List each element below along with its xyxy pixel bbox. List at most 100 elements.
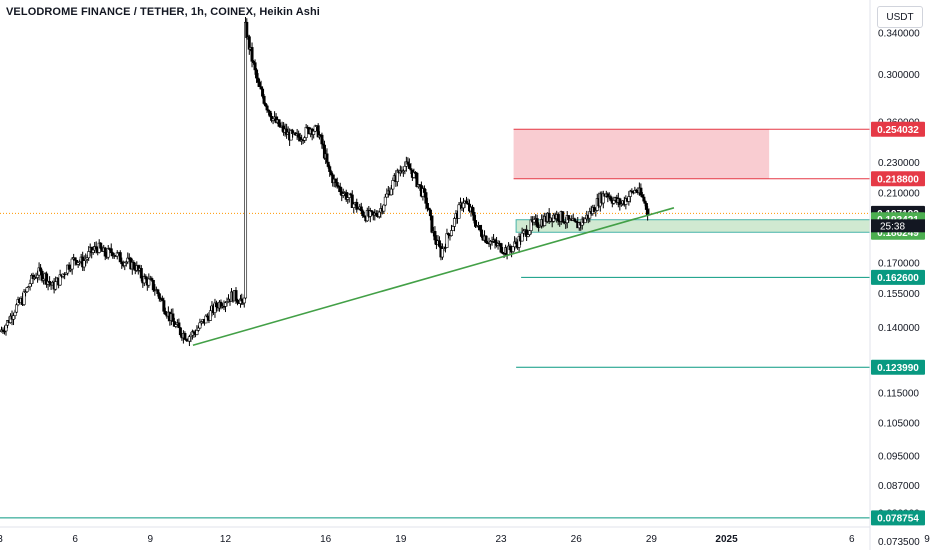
price-label-text: 0.123990 — [877, 363, 919, 374]
candle-body — [268, 110, 272, 117]
candle-body — [409, 168, 413, 171]
candle-body — [350, 194, 354, 208]
candle-body — [391, 180, 395, 190]
candle-body — [437, 240, 441, 247]
candle-body — [628, 190, 632, 197]
candle-body — [174, 324, 178, 327]
price-label-text: 0.254032 — [877, 125, 919, 136]
candle-body — [150, 278, 154, 281]
candle-body — [440, 248, 444, 258]
candle-body — [640, 194, 644, 198]
candle-body — [183, 333, 187, 340]
candle-body — [139, 268, 143, 279]
candle-body — [264, 103, 268, 107]
candle-body — [267, 109, 271, 112]
candles-layer — [0, 16, 651, 347]
candle-body — [262, 95, 266, 104]
candle-body — [567, 215, 571, 221]
price-label-bg — [871, 359, 925, 375]
chart-title: VELODROME FINANCE / TETHER, 1h, COINEX, … — [6, 6, 320, 18]
candle-body — [261, 88, 265, 97]
y-tick-label: 0.105000 — [878, 418, 920, 429]
candle-body — [303, 137, 307, 141]
candle-body — [374, 212, 378, 216]
candle-body — [132, 262, 136, 269]
candle-body — [40, 270, 44, 281]
candle-body — [446, 233, 450, 236]
y-tick-label: 0.300000 — [878, 70, 920, 81]
price-label-text: 0.078754 — [877, 513, 919, 524]
trendline-layer[interactable] — [192, 207, 675, 347]
candle-body — [4, 324, 8, 332]
candle-body — [445, 233, 449, 248]
candle-body — [395, 170, 399, 182]
candle-body — [594, 210, 598, 213]
candle-body — [48, 281, 52, 284]
y-tick-label: 0.087000 — [878, 481, 920, 492]
candle-body — [304, 126, 308, 138]
y-tick-label: 0.140000 — [878, 323, 920, 334]
candle-body — [25, 287, 29, 292]
candle-body — [520, 232, 524, 242]
candle-body — [451, 226, 455, 231]
y-tick-label: 0.155000 — [878, 289, 920, 300]
candle-body — [277, 119, 281, 127]
candle-body — [106, 248, 110, 258]
candle-body — [457, 204, 461, 219]
x-tick-label: 12 — [220, 534, 232, 545]
x-tick-label: 2025 — [715, 534, 738, 545]
y-tick-label: 0.230000 — [878, 158, 920, 169]
candle-body — [91, 249, 95, 253]
candle-body — [82, 260, 86, 268]
candle-body — [156, 289, 160, 294]
price-label-text: 0.186249 — [877, 228, 919, 239]
x-tick-label: 6 — [849, 534, 855, 545]
candle-body — [329, 171, 333, 176]
candle-body — [256, 77, 260, 83]
candle-body — [561, 211, 565, 223]
candle-body — [511, 246, 515, 252]
price-label-text: 0.218800 — [877, 174, 919, 185]
candle-body — [583, 218, 587, 223]
x-tick-label: 6 — [72, 534, 78, 545]
candle-body — [484, 235, 488, 243]
candle-body — [250, 47, 254, 62]
candle-body — [338, 186, 342, 193]
candle-body — [355, 202, 359, 210]
candle-body — [449, 230, 453, 236]
currency-button[interactable]: USDT — [877, 6, 923, 28]
candle-body — [253, 62, 257, 71]
candle-body — [109, 248, 113, 254]
candle-body — [259, 86, 263, 90]
candle-body — [480, 229, 484, 237]
candle-body — [359, 206, 363, 212]
candle-body — [528, 230, 532, 235]
x-tick-label: 16 — [320, 534, 332, 545]
candle-body — [147, 278, 151, 286]
candle-body — [493, 239, 497, 243]
candle-body — [15, 304, 19, 313]
candle-body — [406, 161, 410, 165]
countdown-bg — [871, 219, 925, 233]
candle-body — [601, 193, 605, 204]
candle-body — [234, 290, 238, 301]
candle-body — [472, 212, 476, 221]
candle-body — [99, 242, 103, 249]
candle-body — [208, 310, 212, 321]
candle-body — [370, 210, 374, 213]
candle-body — [244, 21, 248, 299]
candle-body — [178, 327, 182, 336]
candle-body — [522, 230, 526, 234]
candle-body — [123, 262, 127, 267]
candle-body — [382, 204, 386, 212]
candle-body — [297, 133, 301, 138]
candle-body — [452, 218, 456, 227]
price-label-text: 0.162600 — [877, 273, 919, 284]
candle-body — [377, 211, 381, 217]
candle-body — [291, 130, 295, 134]
candle-body — [478, 225, 482, 231]
candle-body — [430, 215, 434, 233]
candle-body — [163, 310, 167, 315]
